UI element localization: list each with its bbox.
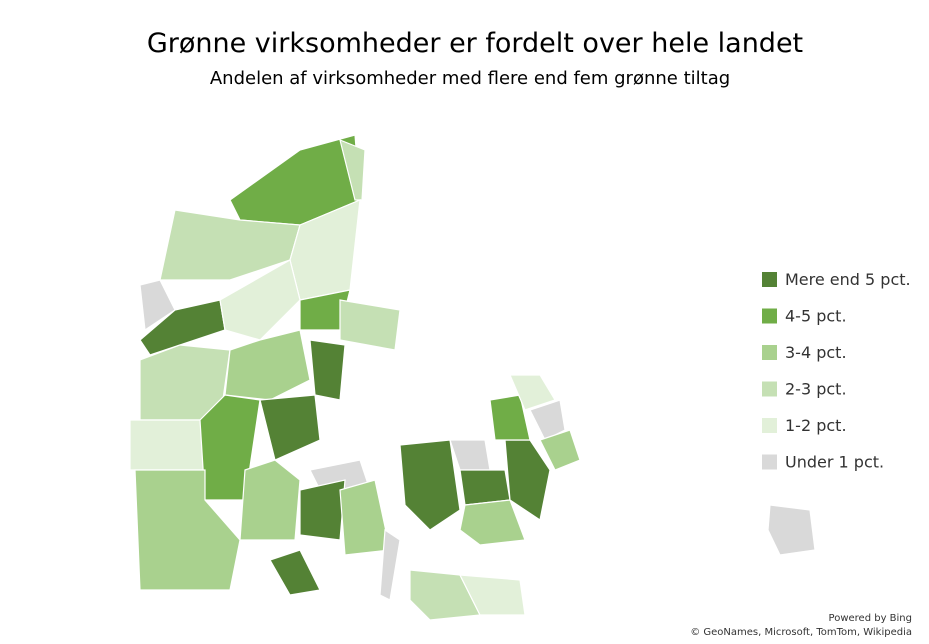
region [299, 479, 346, 541]
region [219, 259, 301, 341]
legend: Mere end 5 pct. 4-5 pct. 3-4 pct. 2-3 pct. 1… [762, 270, 911, 472]
region [239, 459, 301, 541]
legend-swatch [762, 381, 777, 397]
legend-label: Under 1 pct. [785, 453, 884, 472]
legend-label: 4-5 pct. [785, 307, 847, 326]
region [399, 439, 461, 531]
region [409, 569, 481, 621]
region [339, 299, 401, 351]
map-title: Grønne virksomheder er fordelt over hele… [147, 28, 803, 59]
legend-label: 2-3 pct. [785, 380, 847, 399]
region [458, 574, 526, 616]
attribution: © GeoNames, Microsoft, TomTom, Wikipedia [690, 627, 912, 638]
region [129, 419, 206, 471]
region [539, 429, 581, 471]
map-subtitle: Andelen af virksomheder med flere end fe… [210, 68, 730, 89]
legend-label: 1-2 pct. [785, 416, 847, 435]
region [339, 139, 366, 201]
attribution: Powered by Bing [829, 613, 912, 624]
region [379, 528, 401, 601]
legend-swatch [762, 345, 777, 360]
legend-swatch [762, 454, 777, 470]
region [509, 374, 556, 411]
legend-swatch [762, 418, 777, 433]
legend-label: Mere end 5 pct. [785, 270, 911, 289]
region [309, 339, 346, 401]
region [339, 479, 391, 556]
legend-swatch [762, 308, 777, 324]
legend-swatch [762, 272, 777, 287]
region [767, 504, 816, 556]
region [459, 469, 511, 506]
region [449, 439, 491, 471]
region [139, 344, 231, 421]
region [224, 329, 311, 401]
legend-label: 3-4 pct. [785, 343, 847, 362]
region [259, 394, 321, 461]
region [489, 394, 531, 441]
denmark-map [129, 134, 816, 621]
region [459, 499, 526, 546]
region [269, 549, 321, 596]
region [529, 399, 566, 441]
region [134, 469, 241, 591]
